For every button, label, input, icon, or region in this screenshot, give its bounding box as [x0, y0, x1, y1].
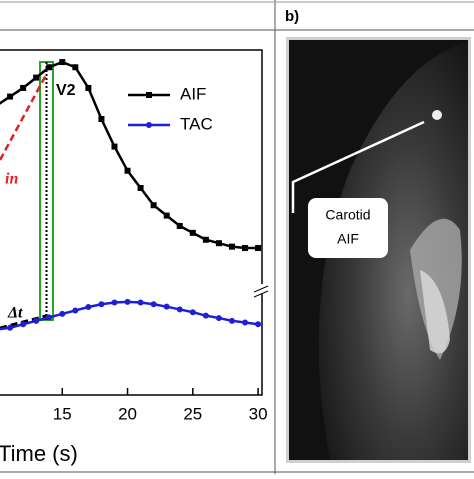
- x-axis-label: Time (s): [0, 441, 78, 466]
- marker: [7, 324, 14, 331]
- marker: [98, 301, 105, 308]
- x-tick-label: 25: [183, 404, 202, 423]
- callout-text: AIF: [337, 231, 359, 247]
- marker: [33, 317, 40, 324]
- marker: [46, 314, 53, 321]
- marker: [228, 317, 235, 324]
- marker: [255, 245, 262, 252]
- legend-label: TAC: [180, 114, 213, 133]
- x-tick-label: 15: [53, 404, 72, 423]
- marker: [7, 93, 14, 100]
- marker: [124, 298, 131, 305]
- marker: [215, 240, 222, 247]
- legend-label: AIF: [180, 84, 206, 103]
- callout-line: [291, 120, 425, 213]
- marker: [202, 312, 209, 319]
- marker: [124, 167, 131, 174]
- marker: [85, 84, 92, 91]
- annotation: in: [5, 171, 18, 188]
- plot-frame: [0, 49, 263, 396]
- marker: [189, 309, 196, 316]
- marker: [176, 222, 183, 229]
- marker: [20, 84, 27, 91]
- marker: [85, 304, 92, 311]
- marker: [20, 321, 27, 328]
- annotation: V2: [56, 82, 76, 99]
- marker: [255, 321, 262, 328]
- marker: [59, 59, 66, 66]
- marker: [176, 306, 183, 313]
- marker: [72, 307, 79, 314]
- marker: [242, 319, 249, 326]
- ct-anatomy: [318, 42, 468, 460]
- marker: [163, 303, 170, 310]
- marker: [111, 299, 118, 306]
- x-tick-label: 30: [249, 404, 268, 423]
- panel-label: b): [285, 8, 299, 25]
- legend-marker: [146, 122, 152, 128]
- legend-marker: [146, 92, 152, 98]
- marker: [46, 64, 53, 71]
- marker: [111, 143, 118, 150]
- axis-break: [253, 285, 269, 293]
- marker: [163, 212, 170, 219]
- marker: [150, 202, 157, 209]
- marker: [137, 299, 144, 306]
- callout-box: [308, 198, 388, 258]
- marker: [59, 310, 66, 317]
- marker: [215, 315, 222, 322]
- annotation: Δt: [7, 305, 23, 322]
- slope-line: [0, 74, 48, 161]
- marker: [98, 116, 105, 122]
- marker: [137, 185, 144, 191]
- carotid: [432, 110, 442, 120]
- marker: [150, 301, 157, 308]
- axis-break: [253, 290, 269, 298]
- plot-area: [0, 59, 262, 331]
- marker: [202, 236, 209, 243]
- marker: [189, 229, 196, 236]
- x-tick-label: 20: [118, 404, 137, 423]
- marker: [242, 245, 249, 252]
- marker: [228, 243, 235, 250]
- callout-text: Carotid: [325, 207, 370, 223]
- marker: [72, 64, 79, 71]
- marker: [33, 74, 40, 81]
- ct-bone: [420, 270, 450, 354]
